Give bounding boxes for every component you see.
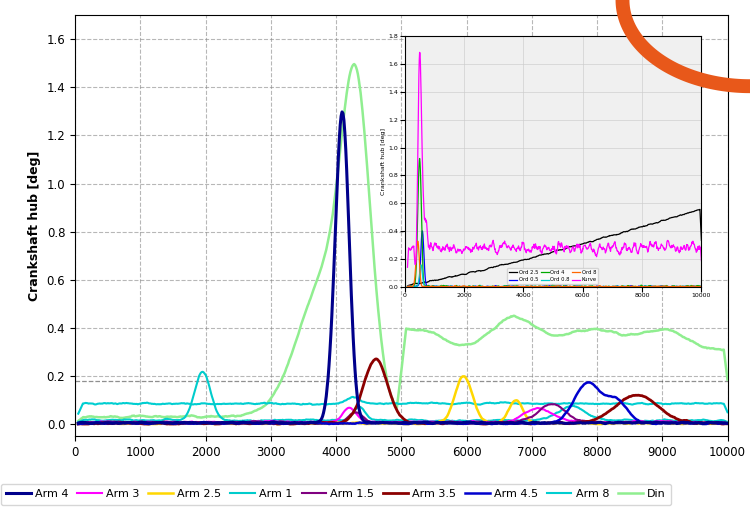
Legend: Arm 4, Arm 3, Arm 2.5, Arm 1, Arm 1.5, Arm 3.5, Arm 4.5, Arm 8, Din: Arm 4, Arm 3, Arm 2.5, Arm 1, Arm 1.5, A… <box>1 484 671 505</box>
Arm 8 <box>256 400 265 406</box>
Arm 3 <box>580 419 589 425</box>
Arm 2.5 <box>118 421 127 427</box>
Arm 3.5 <box>279 421 288 427</box>
Arm 3.5 <box>580 419 589 425</box>
Arm 3 <box>660 418 669 424</box>
Line: Arm 3: Arm 3 <box>78 408 728 423</box>
Arm 4.5 <box>500 421 509 427</box>
Arm 3.5 <box>660 408 669 414</box>
Arm 8 <box>723 409 732 415</box>
Arm 3.5 <box>723 421 732 427</box>
Arm 1.5 <box>580 418 589 424</box>
Arm 1 <box>580 409 589 415</box>
Arm 4.5 <box>723 421 732 427</box>
Arm 4.5 <box>579 382 588 388</box>
Arm 4.5 <box>660 420 669 426</box>
Din <box>256 405 265 411</box>
Arm 3 <box>232 420 242 426</box>
Din <box>660 326 669 332</box>
Arm 1 <box>660 416 669 422</box>
Arm 3.5 <box>232 421 242 427</box>
Arm 4 <box>232 420 242 426</box>
Arm 1.5 <box>256 418 265 424</box>
Line: Arm 8: Arm 8 <box>78 397 728 414</box>
Arm 1.5 <box>74 420 82 426</box>
Arm 4.5 <box>74 421 82 427</box>
Arm 4 <box>74 420 82 426</box>
Arm 3.5 <box>372 356 381 362</box>
Arm 8 <box>74 411 82 417</box>
Arm 3 <box>256 419 265 425</box>
Arm 1 <box>258 417 267 423</box>
Din <box>723 377 732 383</box>
Arm 4 <box>338 109 346 115</box>
Arm 3.5 <box>501 420 510 426</box>
Arm 8 <box>232 401 242 407</box>
Arm 2.5 <box>661 419 670 425</box>
Line: Arm 4.5: Arm 4.5 <box>78 382 728 424</box>
Arm 3 <box>74 420 82 426</box>
Arm 4.5 <box>232 420 242 426</box>
Din <box>580 328 589 334</box>
Arm 8 <box>501 399 510 405</box>
Line: Din: Din <box>78 64 728 421</box>
Arm 1.5 <box>723 421 732 427</box>
Arm 8 <box>580 401 589 407</box>
Arm 4 <box>279 420 288 426</box>
Arm 4 <box>661 420 670 426</box>
Din <box>279 372 288 378</box>
Arm 3 <box>723 420 732 426</box>
Arm 8 <box>279 401 288 407</box>
Line: Arm 1.5: Arm 1.5 <box>78 404 728 424</box>
Y-axis label: Crankshaft hub [deg]: Crankshaft hub [deg] <box>28 151 41 301</box>
Arm 1.5 <box>232 419 242 425</box>
Arm 8 <box>349 394 358 400</box>
Arm 1.5 <box>660 419 669 425</box>
Arm 3 <box>501 419 510 425</box>
Arm 2.5 <box>280 420 289 426</box>
Arm 3.5 <box>74 421 82 427</box>
Arm 1 <box>198 369 207 375</box>
Arm 4 <box>601 421 610 427</box>
Arm 1 <box>74 419 82 425</box>
Arm 4 <box>256 420 265 426</box>
Arm 1.5 <box>548 401 556 407</box>
Din <box>501 316 510 322</box>
Line: Arm 4: Arm 4 <box>78 112 728 424</box>
Arm 2.5 <box>258 421 267 427</box>
Arm 1.5 <box>279 419 288 425</box>
Line: Arm 3.5: Arm 3.5 <box>78 359 728 424</box>
Arm 2.5 <box>458 373 467 379</box>
Arm 4 <box>723 420 732 426</box>
Arm 1.5 <box>722 421 731 427</box>
Arm 4 <box>580 420 589 426</box>
Arm 4.5 <box>256 420 265 426</box>
Arm 3 <box>279 419 288 425</box>
Line: Arm 2.5: Arm 2.5 <box>78 376 728 424</box>
Din <box>232 413 242 419</box>
Arm 2.5 <box>723 420 732 426</box>
Arm 1 <box>233 418 242 424</box>
Arm 2.5 <box>74 420 82 426</box>
Arm 1.5 <box>500 419 509 425</box>
Arm 8 <box>660 401 669 407</box>
Din <box>350 61 358 67</box>
Arm 4.5 <box>584 379 592 385</box>
Arm 4 <box>501 420 510 426</box>
Arm 2.5 <box>233 420 242 426</box>
Arm 3.5 <box>256 420 265 426</box>
Arm 1 <box>280 417 289 423</box>
Arm 1 <box>501 417 510 423</box>
Arm 4.5 <box>279 421 288 427</box>
Arm 2.5 <box>581 420 590 426</box>
Arm 1 <box>723 419 732 425</box>
Line: Arm 1: Arm 1 <box>78 372 728 422</box>
Arm 2.5 <box>502 411 511 417</box>
Arm 3 <box>345 405 354 411</box>
Din <box>74 418 82 424</box>
